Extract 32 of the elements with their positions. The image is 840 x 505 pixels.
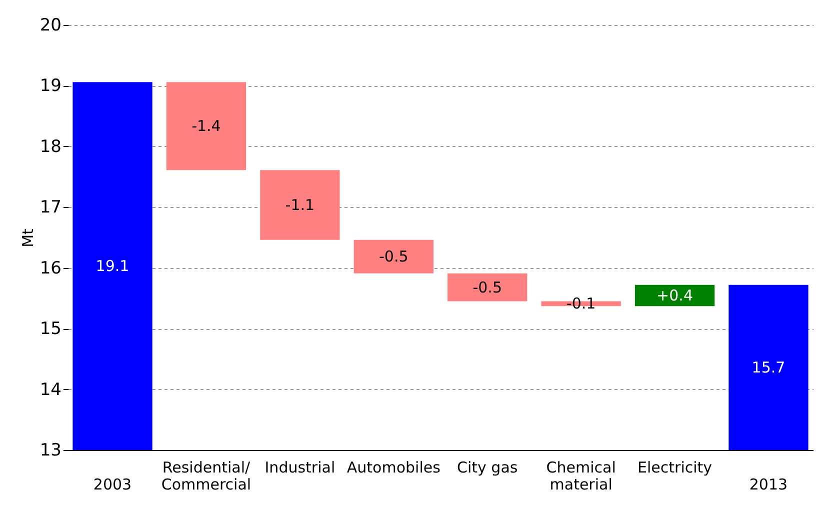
bar bbox=[448, 273, 528, 302]
x-tick-label: Automobiles bbox=[346, 458, 441, 476]
data-label: -0.5 bbox=[379, 248, 408, 266]
y-tick-label: 13 bbox=[40, 440, 62, 460]
bar bbox=[634, 284, 715, 306]
y-tick-label: 14 bbox=[40, 380, 62, 400]
y-tick-label: 17 bbox=[40, 198, 62, 218]
data-label: 19.1 bbox=[96, 257, 130, 276]
bar bbox=[260, 170, 340, 240]
data-label: -0.5 bbox=[472, 278, 502, 296]
bar bbox=[728, 284, 808, 450]
x-tick-label: City gas bbox=[457, 458, 518, 476]
data-label: -1.1 bbox=[285, 196, 315, 214]
bar bbox=[166, 82, 246, 170]
y-tick-label: 20 bbox=[40, 16, 62, 36]
x-tick-label: Chemical material bbox=[546, 458, 616, 494]
data-label: +0.4 bbox=[656, 286, 693, 304]
y-tick-label: 15 bbox=[40, 319, 62, 340]
x-tick-label: Industrial bbox=[264, 458, 336, 476]
x-tick-label: 2003 bbox=[93, 476, 132, 494]
y-tick-label: 19 bbox=[40, 76, 62, 96]
x-tick-label: Electricity bbox=[638, 458, 712, 476]
x-tick-label: 2013 bbox=[749, 476, 788, 494]
bar bbox=[72, 82, 152, 450]
data-label: 15.7 bbox=[752, 358, 786, 376]
y-axis-title: Mt bbox=[18, 228, 37, 248]
y-tick-label: 18 bbox=[40, 136, 62, 157]
y-tick-label: 16 bbox=[40, 258, 62, 278]
data-label: -0.1 bbox=[566, 294, 596, 313]
data-label: -1.4 bbox=[192, 117, 221, 136]
x-tick-label: Residential/ Commercial bbox=[161, 458, 252, 494]
bar bbox=[354, 240, 434, 274]
